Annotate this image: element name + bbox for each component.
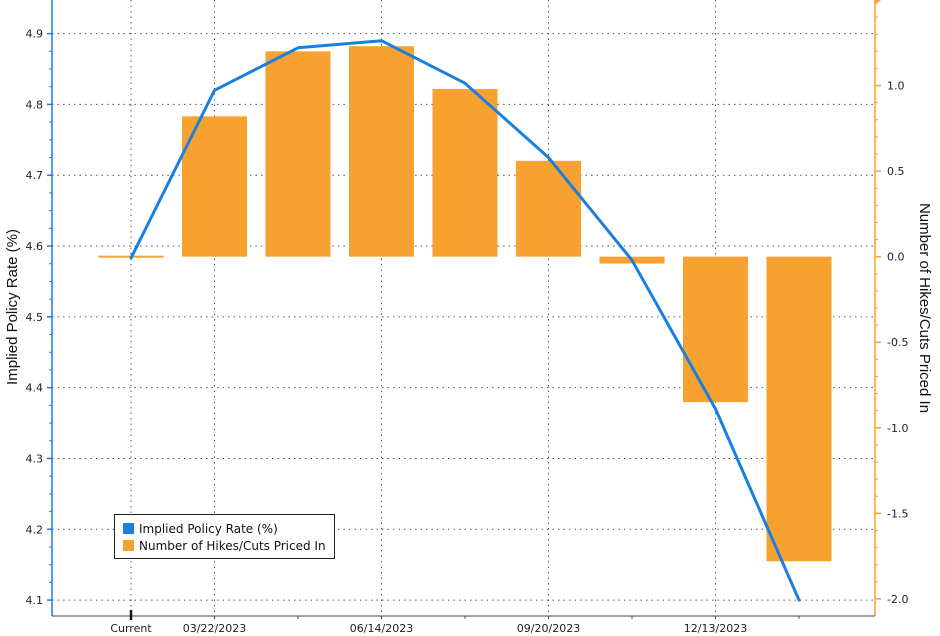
x-tick-label: 06/14/2023	[350, 622, 413, 635]
x-tick-label: 09/20/2023	[517, 622, 580, 635]
axes: 4.1 4.2 4.3 4.4 4.5 4.6 4.7 4.8 4.9 1.0 0.5 0.0 -0.5…	[26, 0, 908, 635]
left-tick-label: 4.6	[26, 240, 44, 253]
bar	[432, 88, 498, 257]
bar	[265, 51, 331, 257]
legend-swatch-rate	[123, 523, 134, 534]
left-tick-label: 4.7	[26, 169, 44, 182]
bar	[182, 116, 247, 257]
legend-item-hikes: Number of Hikes/Cuts Priced In	[123, 537, 326, 554]
legend-label-rate: Implied Policy Rate (%)	[139, 521, 278, 536]
left-tick-label: 4.8	[26, 98, 44, 111]
legend-swatch-hikes	[123, 540, 134, 551]
left-tick-label: 4.2	[26, 523, 44, 536]
right-tick-label: 0.5	[887, 165, 905, 178]
left-tick-label: 4.3	[26, 452, 44, 465]
left-tick-label: 4.4	[26, 382, 44, 395]
right-tick-label: -0.5	[887, 336, 908, 349]
bar	[516, 160, 581, 257]
left-tick-label: 4.5	[26, 311, 44, 324]
x-tick-label: 12/13/2023	[684, 622, 747, 635]
left-tick-label: 4.1	[26, 594, 44, 607]
bar	[766, 256, 832, 562]
left-tick-label: 4.9	[26, 28, 44, 41]
right-tick-label: 0.0	[887, 251, 905, 264]
x-tick-label: 03/22/2023	[183, 622, 246, 635]
left-axis-title: Implied Policy Rate (%)	[4, 229, 21, 385]
right-tick-label: 1.0	[887, 80, 905, 93]
x-tick-label: Current	[110, 622, 152, 635]
legend: Implied Policy Rate (%) Number of Hikes/…	[114, 514, 335, 559]
bar-series	[98, 46, 832, 562]
bar	[349, 46, 414, 257]
right-axis-marker	[875, 0, 881, 5]
bar	[683, 256, 748, 403]
legend-item-rate: Implied Policy Rate (%)	[123, 520, 326, 537]
right-tick-label: -2.0	[887, 593, 908, 606]
legend-label-hikes: Number of Hikes/Cuts Priced In	[139, 538, 326, 553]
right-tick-label: -1.0	[887, 422, 908, 435]
right-axis-title: Number of Hikes/Cuts Priced In	[916, 203, 933, 413]
right-tick-label: -1.5	[887, 507, 908, 520]
line-series	[129, 39, 801, 602]
